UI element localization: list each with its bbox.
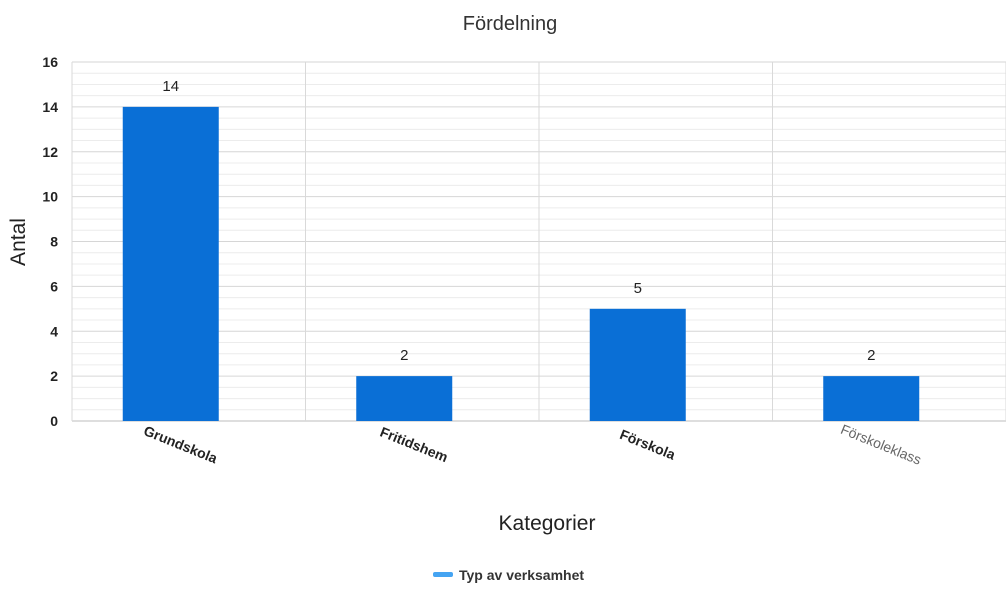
y-tick-label: 6 — [50, 278, 58, 294]
x-axis-categories: Grundskola Fritidshem Förskola Förskoleklas… — [142, 421, 924, 468]
y-tick-label: 14 — [42, 99, 58, 115]
bar[interactable] — [122, 106, 219, 421]
bar[interactable] — [823, 376, 920, 421]
bar-data-label: 5 — [634, 280, 642, 297]
y-tick-label: 10 — [42, 189, 58, 205]
bar[interactable] — [589, 308, 686, 421]
data-labels: 14 2 5 2 — [162, 78, 875, 364]
bar-data-label: 2 — [400, 347, 408, 364]
bar-data-label: 14 — [162, 78, 179, 95]
y-tick-label: 12 — [42, 144, 58, 160]
y-tick-label: 8 — [50, 234, 58, 250]
bars — [122, 106, 920, 421]
x-tick-label: Förskola — [618, 426, 678, 463]
bar-data-label: 2 — [867, 347, 875, 364]
chart-title: Fördelning — [463, 13, 558, 35]
y-axis-label: Antal — [7, 218, 30, 266]
y-tick-label: 0 — [50, 413, 58, 429]
legend[interactable]: Typ av verksamhet — [433, 567, 584, 583]
bar[interactable] — [356, 376, 453, 421]
x-axis-label: Kategorier — [499, 512, 596, 535]
y-tick-label: 4 — [50, 323, 58, 339]
x-tick-label: Grundskola — [142, 422, 220, 466]
y-axis-ticks: 0 2 4 6 8 10 12 14 16 — [42, 54, 58, 429]
x-tick-label: Fritidshem — [378, 424, 450, 466]
x-tick-label: Förskoleklass — [838, 421, 923, 468]
legend-swatch — [433, 572, 453, 577]
y-tick-label: 2 — [50, 368, 58, 384]
grid-lines — [71, 61, 1006, 422]
legend-label: Typ av verksamhet — [459, 567, 584, 583]
y-tick-label: 16 — [42, 54, 58, 70]
